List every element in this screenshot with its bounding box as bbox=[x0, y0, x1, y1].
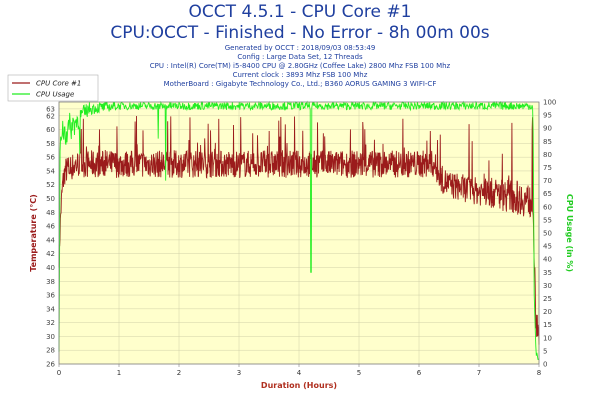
info-cpu: CPU : Intel(R) Core(TM) i5-8400 CPU @ 2.… bbox=[149, 62, 451, 70]
chart-subtitle: CPU:OCCT - Finished - No Error - 8h 00m … bbox=[110, 23, 490, 43]
y-tick-label: 58 bbox=[46, 140, 55, 148]
y-right-tick-label: 80 bbox=[543, 151, 552, 159]
info-motherboard: MotherBoard : Gigabyte Technology Co., L… bbox=[163, 80, 437, 88]
y-tick-label: 56 bbox=[46, 154, 55, 162]
y-right-tick-label: 35 bbox=[543, 269, 552, 277]
x-tick-label: 7 bbox=[477, 369, 481, 377]
y-tick-label: 44 bbox=[46, 236, 55, 244]
x-tick-label: 3 bbox=[237, 369, 241, 377]
info-config: Config : Large Data Set, 12 Threads bbox=[237, 53, 363, 61]
y-right-tick-label: 15 bbox=[543, 321, 552, 329]
y-tick-label: 30 bbox=[46, 333, 55, 341]
y-tick-label: 50 bbox=[46, 195, 55, 203]
legend-box bbox=[7, 74, 99, 102]
x-tick-label: 0 bbox=[57, 369, 61, 377]
y-tick-label: 38 bbox=[46, 278, 55, 286]
y-tick-label: 54 bbox=[46, 167, 55, 175]
y-tick-label: 36 bbox=[46, 292, 55, 300]
y-right-tick-label: 30 bbox=[543, 282, 552, 290]
y-right-tick-label: 0 bbox=[543, 361, 547, 369]
y-right-tick-label: 10 bbox=[543, 334, 552, 342]
x-tick-label: 1 bbox=[117, 369, 121, 377]
x-tick-label: 2 bbox=[177, 369, 181, 377]
y-right-tick-label: 85 bbox=[543, 138, 552, 146]
y-tick-label: 60 bbox=[46, 126, 55, 134]
y-right-tick-label: 45 bbox=[543, 243, 552, 251]
x-axis: 0 1 2 3 4 5 6 7 8 bbox=[57, 364, 541, 377]
y-right-tick-label: 65 bbox=[543, 190, 552, 198]
y-tick-label: 40 bbox=[46, 264, 55, 272]
legend-label: CPU Core #1 bbox=[36, 80, 81, 88]
y-tick-label: 52 bbox=[46, 181, 55, 189]
y-tick-label: 28 bbox=[46, 347, 55, 355]
y-tick-label: 26 bbox=[46, 361, 55, 369]
y-right-tick-label: 70 bbox=[543, 177, 552, 185]
y-tick-label: 32 bbox=[46, 319, 55, 327]
x-tick-label: 5 bbox=[357, 369, 361, 377]
chart-title: OCCT 4.5.1 - CPU Core #1 bbox=[188, 2, 412, 22]
y-right-tick-label: 50 bbox=[543, 230, 552, 238]
y-axis-right: 0 5 10 15 20 25 30 35 40 45 50 55 60 65 70 75 80 85 90 95 10… bbox=[543, 99, 556, 369]
y-tick-label: 48 bbox=[46, 209, 55, 217]
series-line-cpu-core-1 bbox=[58, 116, 540, 345]
info-clock: Current clock : 3893 Mhz FSB 100 Mhz bbox=[232, 71, 368, 79]
x-tick-label: 6 bbox=[417, 369, 422, 377]
y-right-tick-label: 75 bbox=[543, 164, 552, 172]
y-tick-label: 63 bbox=[46, 105, 55, 113]
y-right-tick-label: 100 bbox=[543, 99, 556, 107]
legend: CPU Core #1 CPU Usage bbox=[7, 74, 99, 102]
series-line-cpu-usage bbox=[58, 100, 540, 360]
x-tick-label: 8 bbox=[537, 369, 541, 377]
y-tick-label: 46 bbox=[46, 223, 55, 231]
y-right-tick-label: 55 bbox=[543, 216, 552, 224]
y-right-tick-label: 95 bbox=[543, 112, 552, 120]
y-right-tick-label: 90 bbox=[543, 125, 552, 133]
y-right-tick-label: 20 bbox=[543, 308, 552, 316]
y-right-tick-label: 60 bbox=[543, 203, 552, 211]
info-generated: Generated by OCCT : 2018/09/03 08:53:49 bbox=[224, 44, 376, 52]
y-tick-label: 62 bbox=[46, 112, 55, 120]
y-right-tick-label: 40 bbox=[543, 256, 552, 264]
y-tick-label: 34 bbox=[46, 305, 55, 313]
x-axis-label: Duration (Hours) bbox=[261, 381, 337, 390]
y-right-tick-label: 25 bbox=[543, 295, 552, 303]
x-tick-label: 4 bbox=[297, 369, 302, 377]
y-right-axis-label: CPU Usage (in %) bbox=[565, 194, 574, 272]
y-right-tick-label: 5 bbox=[543, 347, 547, 355]
y-axis-label: Temperature (°C) bbox=[29, 194, 38, 272]
legend-label: CPU Usage bbox=[36, 91, 74, 99]
y-tick-label: 42 bbox=[46, 250, 55, 258]
